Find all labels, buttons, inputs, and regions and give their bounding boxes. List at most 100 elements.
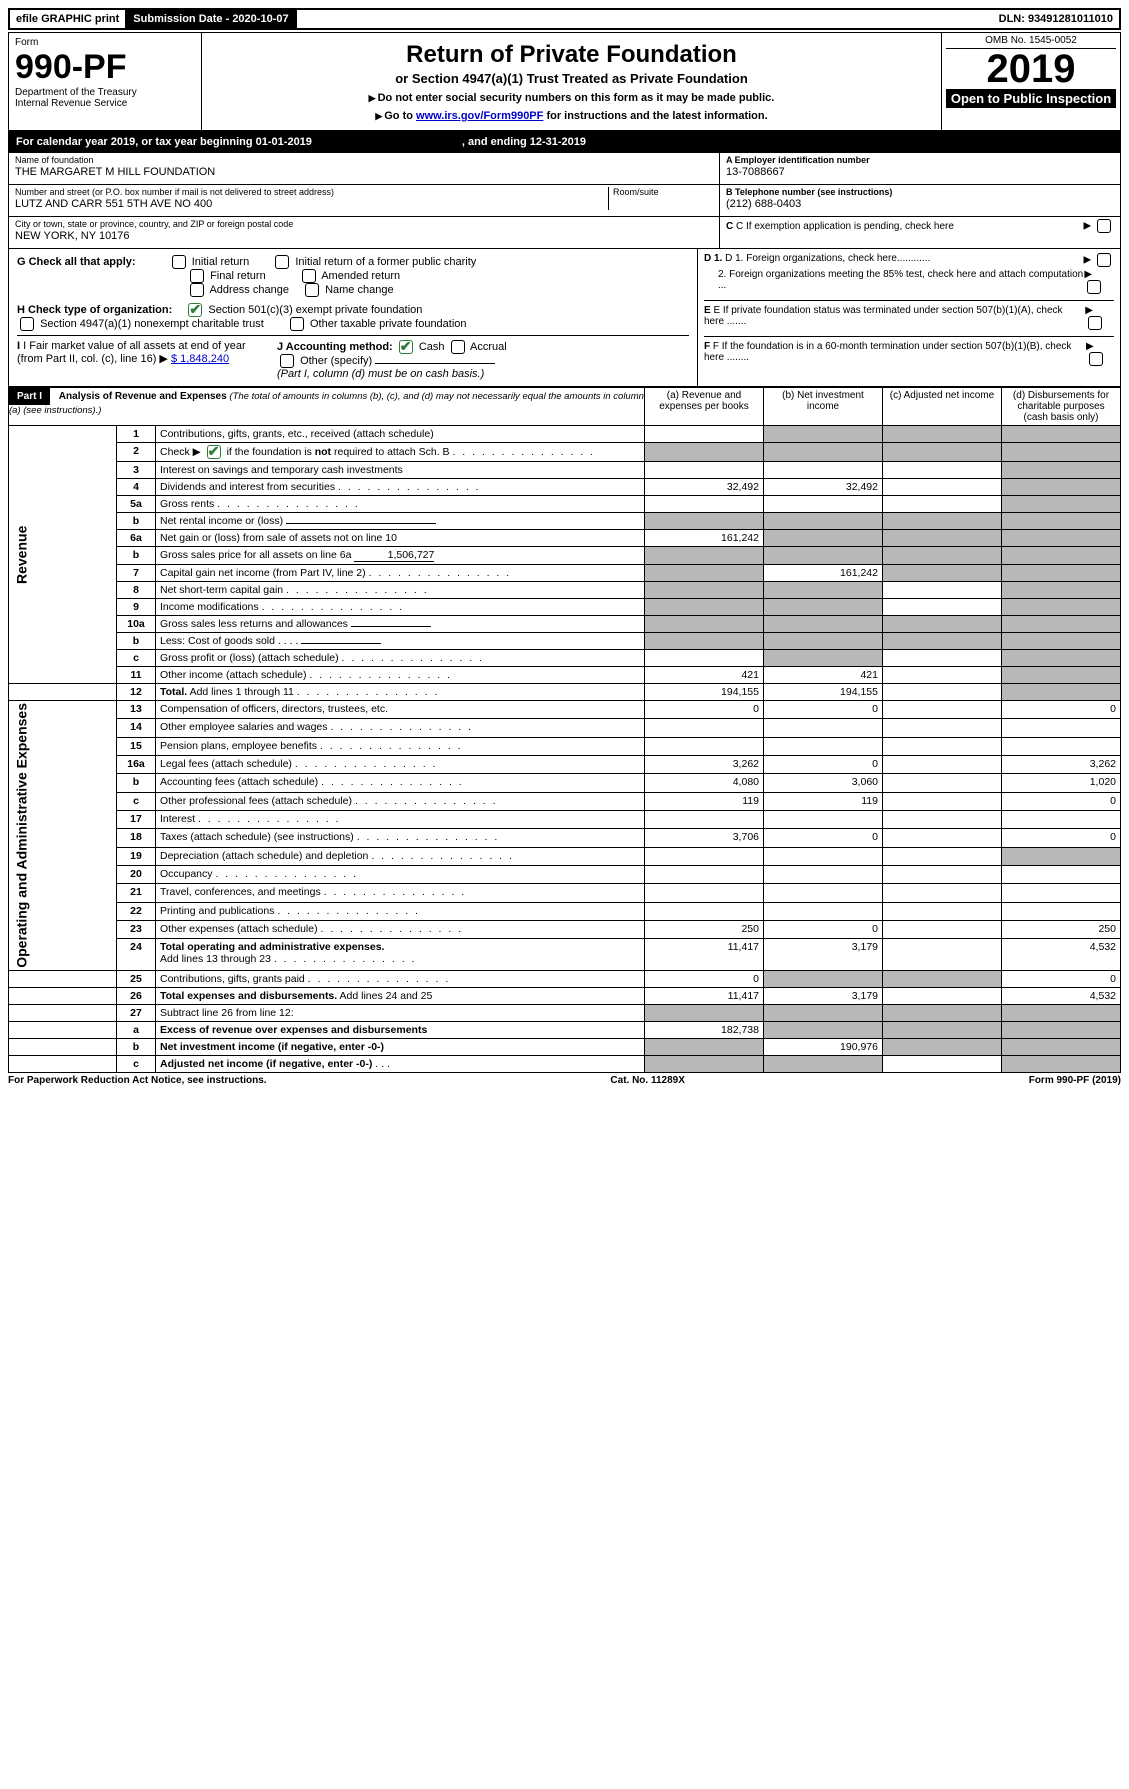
cal-begin: For calendar year 2019, or tax year begi… xyxy=(16,136,312,148)
form-header: Form 990-PF Department of the Treasury I… xyxy=(8,32,1121,132)
calendar-row: For calendar year 2019, or tax year begi… xyxy=(8,132,1121,152)
header-center: Return of Private Foundation or Section … xyxy=(202,33,942,130)
form-title: Return of Private Foundation xyxy=(212,41,931,69)
table-row: 6aNet gain or (loss) from sale of assets… xyxy=(9,530,1121,547)
ein-cell: A Employer identification number 13-7088… xyxy=(720,153,1120,185)
form-word: Form xyxy=(15,37,195,48)
table-row: 24Total operating and administrative exp… xyxy=(9,939,1121,970)
g-row: G Check all that apply: Initial return I… xyxy=(17,255,689,297)
table-row: cOther professional fees (attach schedul… xyxy=(9,792,1121,810)
part1-table: Part I Analysis of Revenue and Expenses … xyxy=(8,387,1121,1073)
h-row: H Check type of organization: Section 50… xyxy=(17,303,689,331)
form-number: 990-PF xyxy=(15,48,195,87)
c-cell: C C If exemption application is pending,… xyxy=(720,217,1120,239)
table-row: Operating and Administrative Expenses 13… xyxy=(9,701,1121,719)
tax-year: 2019 xyxy=(946,49,1116,89)
h-other-tax[interactable] xyxy=(290,317,304,331)
form990pf-link[interactable]: www.irs.gov/Form990PF xyxy=(416,110,543,122)
g-initial-former[interactable] xyxy=(275,255,289,269)
g-address[interactable] xyxy=(190,283,204,297)
dln: DLN: 93491281011010 xyxy=(993,10,1119,28)
schb-chk[interactable] xyxy=(207,445,221,459)
table-row: 20Occupancy xyxy=(9,866,1121,884)
top-bar: efile GRAPHIC print Submission Date - 20… xyxy=(8,8,1121,30)
table-row: 9Income modifications xyxy=(9,599,1121,616)
table-row: 2Check ▶ if the foundation is not requir… xyxy=(9,443,1121,462)
footer-center: Cat. No. 11289X xyxy=(610,1075,684,1086)
table-row: 12Total. Add lines 1 through 11 194,1551… xyxy=(9,684,1121,701)
table-row: 25Contributions, gifts, grants paid 00 xyxy=(9,970,1121,987)
table-row: bNet rental income or (loss) xyxy=(9,513,1121,530)
j-other[interactable] xyxy=(280,354,294,368)
table-row: 8Net short-term capital gain xyxy=(9,582,1121,599)
d2-chk[interactable] xyxy=(1087,280,1101,294)
c-checkbox[interactable] xyxy=(1097,219,1111,233)
revenue-label: Revenue xyxy=(9,426,117,684)
footer-right: Form 990-PF (2019) xyxy=(1029,1075,1121,1086)
dept-treasury: Department of the Treasury xyxy=(15,87,195,98)
instr-goto: Go to www.irs.gov/Form990PF for instruct… xyxy=(212,110,931,122)
address-cell: Number and street (or P.O. box number if… xyxy=(9,185,719,217)
part1-tag: Part I xyxy=(9,388,50,405)
h-4947[interactable] xyxy=(20,317,34,331)
j-accrual[interactable] xyxy=(451,340,465,354)
expenses-label: Operating and Administrative Expenses xyxy=(9,701,117,971)
table-row: 16aLegal fees (attach schedule) 3,26203,… xyxy=(9,756,1121,774)
col-b-header: (b) Net investment income xyxy=(764,388,883,426)
fmv-value[interactable]: $ 1,848,240 xyxy=(171,353,229,365)
table-row: 19Depreciation (attach schedule) and dep… xyxy=(9,847,1121,865)
header-right: OMB No. 1545-0052 2019 Open to Public In… xyxy=(942,33,1120,130)
h-501c3[interactable] xyxy=(188,303,202,317)
table-row: 5aGross rents xyxy=(9,496,1121,513)
col-a-header: (a) Revenue and expenses per books xyxy=(645,388,764,426)
table-row: 17Interest xyxy=(9,811,1121,829)
g-amended[interactable] xyxy=(302,269,316,283)
table-row: 3Interest on savings and temporary cash … xyxy=(9,462,1121,479)
dept-irs: Internal Revenue Service xyxy=(15,98,195,109)
g-final[interactable] xyxy=(190,269,204,283)
table-row: 22Printing and publications xyxy=(9,902,1121,920)
check-section: G Check all that apply: Initial return I… xyxy=(8,249,1121,387)
form-subtitle: or Section 4947(a)(1) Trust Treated as P… xyxy=(212,71,931,86)
g-initial[interactable] xyxy=(172,255,186,269)
footer: For Paperwork Reduction Act Notice, see … xyxy=(8,1073,1121,1086)
table-row: 10aGross sales less returns and allowanc… xyxy=(9,616,1121,633)
table-row: 18Taxes (attach schedule) (see instructi… xyxy=(9,829,1121,847)
submission-date: Submission Date - 2020-10-07 xyxy=(127,10,296,28)
entity-section: Name of foundation THE MARGARET M HILL F… xyxy=(8,152,1121,249)
header-left: Form 990-PF Department of the Treasury I… xyxy=(9,33,202,130)
table-row: bNet investment income (if negative, ent… xyxy=(9,1038,1121,1055)
table-row: 23Other expenses (attach schedule) 25002… xyxy=(9,921,1121,939)
table-row: 4Dividends and interest from securities … xyxy=(9,479,1121,496)
table-row: 27Subtract line 26 from line 12: xyxy=(9,1004,1121,1021)
table-row: 15Pension plans, employee benefits xyxy=(9,737,1121,755)
footer-left: For Paperwork Reduction Act Notice, see … xyxy=(8,1075,267,1086)
phone-cell: B Telephone number (see instructions) (2… xyxy=(720,185,1120,217)
cal-end: , and ending 12-31-2019 xyxy=(462,136,586,148)
g-name[interactable] xyxy=(305,283,319,297)
col-c-header: (c) Adjusted net income xyxy=(883,388,1002,426)
col-d-header: (d) Disbursements for charitable purpose… xyxy=(1002,388,1121,426)
table-row: cGross profit or (loss) (attach schedule… xyxy=(9,650,1121,667)
table-row: 11Other income (attach schedule) 421421 xyxy=(9,667,1121,684)
table-row: aExcess of revenue over expenses and dis… xyxy=(9,1021,1121,1038)
table-row: bAccounting fees (attach schedule) 4,080… xyxy=(9,774,1121,792)
table-row: Revenue 1Contributions, gifts, grants, e… xyxy=(9,426,1121,443)
j-cash[interactable] xyxy=(399,340,413,354)
efile-label: efile GRAPHIC print xyxy=(10,10,127,28)
d1-chk[interactable] xyxy=(1097,253,1111,267)
foundation-name-cell: Name of foundation THE MARGARET M HILL F… xyxy=(9,153,719,185)
e-chk[interactable] xyxy=(1088,316,1102,330)
table-row: 26Total expenses and disbursements. Add … xyxy=(9,987,1121,1004)
table-row: 7Capital gain net income (from Part IV, … xyxy=(9,565,1121,582)
table-row: cAdjusted net income (if negative, enter… xyxy=(9,1055,1121,1072)
ij-row: I I Fair market value of all assets at e… xyxy=(17,335,689,380)
f-chk[interactable] xyxy=(1089,352,1103,366)
open-public: Open to Public Inspection xyxy=(946,89,1116,108)
instr-ssn: Do not enter social security numbers on … xyxy=(212,92,931,104)
table-row: 21Travel, conferences, and meetings xyxy=(9,884,1121,902)
table-row: 14Other employee salaries and wages xyxy=(9,719,1121,737)
table-row: bLess: Cost of goods sold . . . . xyxy=(9,633,1121,650)
table-row: bGross sales price for all assets on lin… xyxy=(9,547,1121,565)
city-cell: City or town, state or province, country… xyxy=(9,217,719,248)
